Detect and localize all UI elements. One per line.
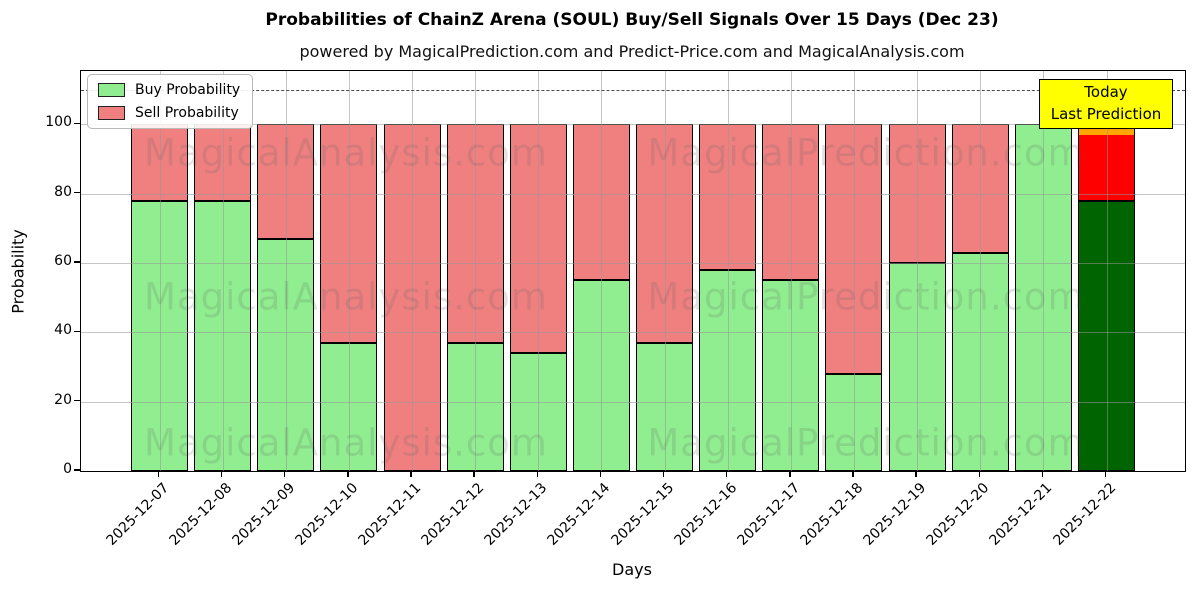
dashed-threshold-line xyxy=(81,89,1185,91)
x-tick-mark xyxy=(599,471,602,477)
x-tick-mark xyxy=(789,471,791,477)
vertical-gridline xyxy=(348,71,350,471)
vertical-gridline xyxy=(159,71,161,471)
watermark-text: MagicalAnalysis.com xyxy=(144,131,548,175)
y-tick-mark xyxy=(74,399,80,402)
y-tick-label: 100 xyxy=(45,114,72,131)
today-bar-orange-cap xyxy=(1079,125,1134,135)
vertical-gridline xyxy=(1043,71,1045,471)
vertical-gridline xyxy=(1106,71,1108,471)
x-tick-mark xyxy=(852,471,854,477)
sell-legend-swatch xyxy=(98,106,125,120)
chart-subtitle: powered by MagicalPrediction.com and Pre… xyxy=(299,42,965,61)
watermark-text: MagicalPrediction.com xyxy=(647,131,1085,175)
sell-legend-label: Sell Probability xyxy=(135,105,239,121)
buy-legend-label: Buy Probability xyxy=(135,82,241,98)
vertical-gridline xyxy=(790,71,792,471)
y-tick-mark xyxy=(74,261,80,263)
x-tick-mark xyxy=(726,471,728,477)
vertical-gridline xyxy=(664,71,666,471)
vertical-gridline xyxy=(222,71,224,471)
legend-item-sell: Sell Probability xyxy=(98,105,240,121)
y-tick-label: 20 xyxy=(54,391,72,408)
horizontal-gridline xyxy=(81,263,1185,265)
legend-item-buy: Buy Probability xyxy=(98,82,240,98)
x-tick-mark xyxy=(1104,471,1107,477)
vertical-gridline xyxy=(412,71,414,471)
watermark-text: MagicalPrediction.com xyxy=(647,421,1085,465)
today-annotation: Today Last Prediction xyxy=(1039,79,1173,129)
x-tick-mark xyxy=(220,471,223,477)
y-tick-mark xyxy=(74,330,80,333)
legend: Buy Probability Sell Probability xyxy=(87,74,254,129)
horizontal-gridline xyxy=(81,124,1185,126)
vertical-gridline xyxy=(853,71,855,471)
today-annotation-line2: Last Prediction xyxy=(1050,105,1162,123)
y-tick-mark xyxy=(74,122,80,125)
watermark-text: MagicalPrediction.com xyxy=(647,275,1085,319)
vertical-gridline xyxy=(475,71,477,471)
x-tick-mark xyxy=(410,471,412,477)
vertical-gridline xyxy=(917,71,919,471)
vertical-gridline xyxy=(538,71,540,471)
watermark-text: MagicalAnalysis.com xyxy=(144,421,548,465)
x-tick-mark xyxy=(915,471,917,477)
x-tick-mark xyxy=(157,471,160,477)
vertical-gridline xyxy=(285,71,287,471)
x-tick-mark xyxy=(284,471,286,477)
x-axis-title: Days xyxy=(612,560,652,579)
x-tick-mark xyxy=(978,471,980,477)
y-tick-label: 40 xyxy=(54,322,72,339)
x-tick-mark xyxy=(1041,471,1044,477)
x-tick-mark xyxy=(662,471,665,477)
watermark-text: MagicalAnalysis.com xyxy=(144,275,548,319)
y-tick-mark xyxy=(74,469,80,471)
plot-area: MagicalAnalysis.com MagicalPrediction.com… xyxy=(80,70,1186,472)
x-tick-mark xyxy=(473,471,475,477)
today-annotation-line1: Today xyxy=(1084,83,1128,102)
buy-legend-swatch xyxy=(98,83,125,97)
y-tick-label: 80 xyxy=(54,183,72,200)
vertical-gridline xyxy=(601,71,603,471)
horizontal-gridline xyxy=(81,332,1185,334)
y-tick-label: 0 xyxy=(63,461,72,477)
chart-title: Probabilities of ChainZ Arena (SOUL) Buy… xyxy=(265,10,999,30)
x-tick-mark xyxy=(347,471,349,477)
y-axis-title: Probability xyxy=(8,229,28,314)
y-tick-mark xyxy=(74,192,80,194)
y-tick-label: 60 xyxy=(54,253,72,270)
horizontal-gridline xyxy=(81,193,1185,195)
vertical-gridline xyxy=(727,71,729,471)
horizontal-gridline xyxy=(81,401,1185,403)
vertical-gridline xyxy=(980,71,982,471)
x-tick-mark xyxy=(536,471,538,477)
